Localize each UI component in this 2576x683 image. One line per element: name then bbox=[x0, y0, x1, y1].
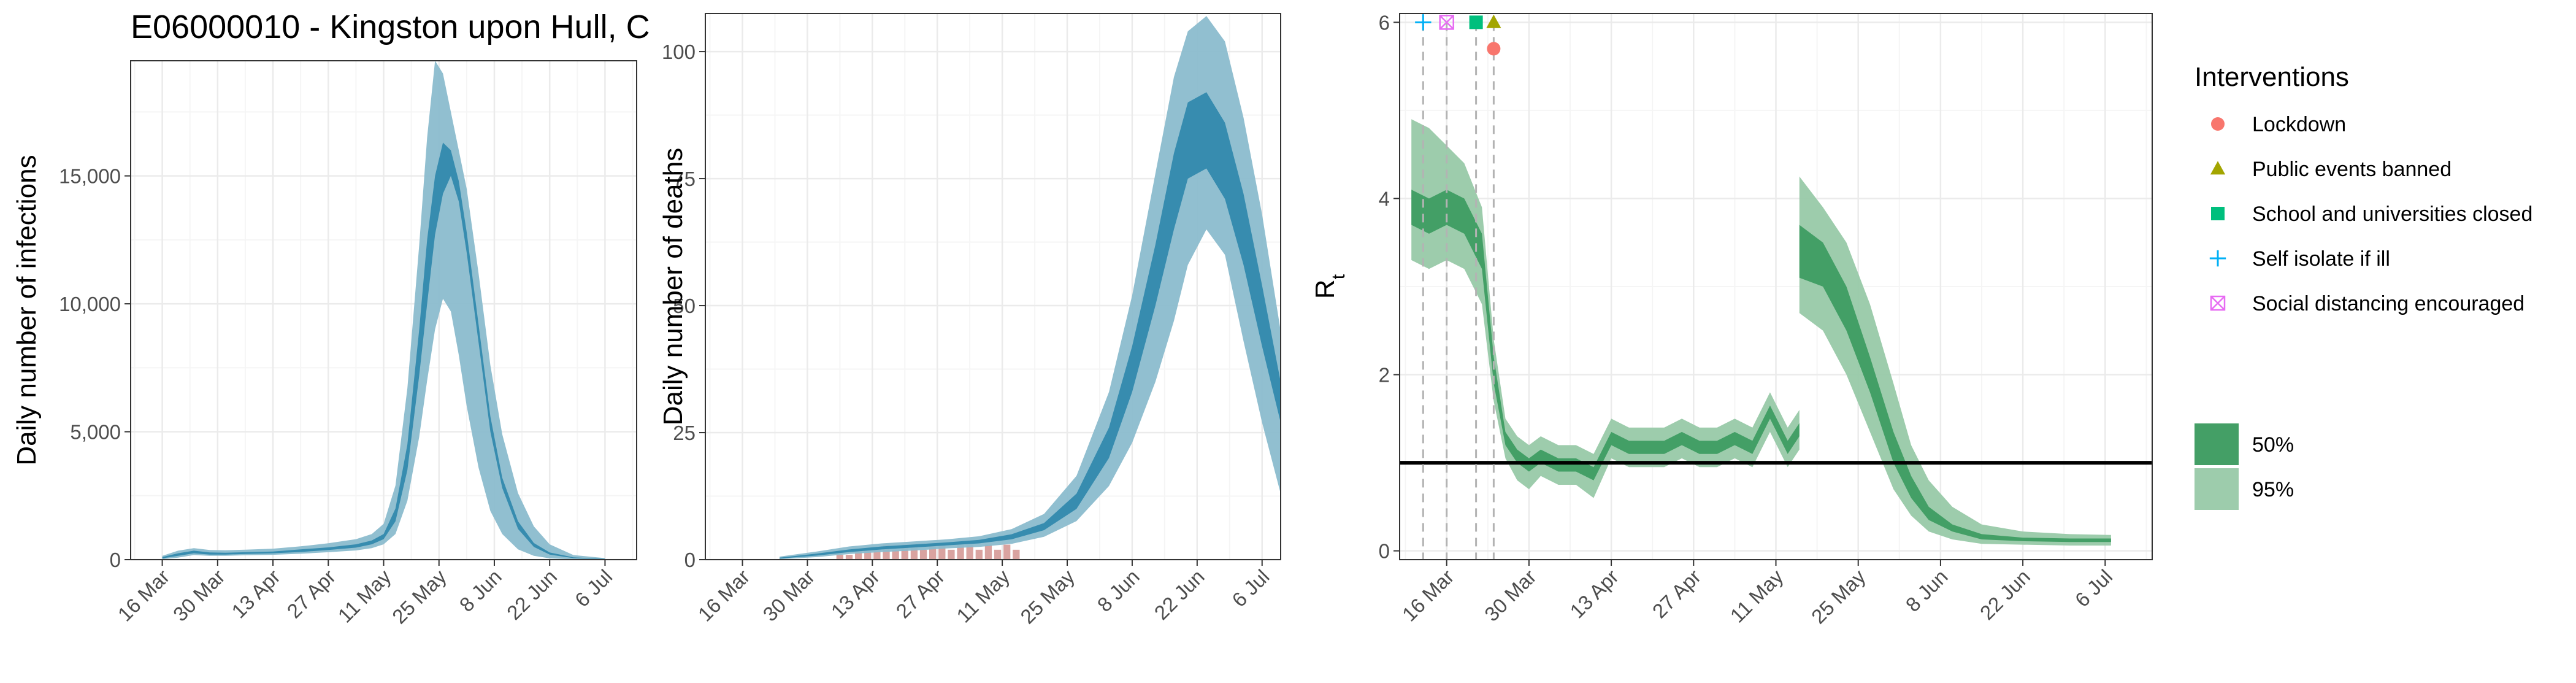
infections-y-ticks: 0 5,000 10,000 15,000 bbox=[59, 165, 131, 571]
death-bar bbox=[1012, 549, 1021, 560]
intervention-marker-triangle bbox=[1486, 14, 1501, 28]
death-bar bbox=[1003, 544, 1011, 560]
x-tick-label: 30 Mar bbox=[169, 565, 229, 626]
x-tick-label: 27 Apr bbox=[892, 565, 949, 623]
infections-bands bbox=[162, 61, 605, 560]
x-tick-label: 13 Apr bbox=[827, 565, 884, 623]
y-tick-label: 25 bbox=[673, 422, 696, 444]
deaths-x-ticks: 16 Mar 30 Mar 13 Apr 27 Apr 11 May 25 May 8 Ju… bbox=[694, 560, 1274, 628]
x-tick-label: 27 Apr bbox=[1648, 565, 1706, 623]
x-tick-label: 25 May bbox=[1016, 565, 1079, 628]
y-tick-label: 50 bbox=[673, 295, 696, 317]
x-tick-label: 25 May bbox=[1807, 565, 1870, 628]
rt-panel: 0 2 4 6 16 Mar 30 Mar 13 Apr 27 Apr 11 May 25 Ma… bbox=[1310, 11, 2153, 628]
x-tick-label: 16 Mar bbox=[694, 565, 754, 626]
x-tick-label: 6 Jul bbox=[570, 565, 616, 611]
band-infections-95pct bbox=[162, 61, 605, 560]
intervention-marker-plus bbox=[1415, 14, 1432, 31]
rt-intervention-lines bbox=[1422, 22, 1495, 560]
legend-interventions-title: Interventions bbox=[2195, 62, 2349, 92]
y-tick-label: 6 bbox=[1379, 11, 1390, 34]
legend-bands: 50% 95% bbox=[2195, 423, 2294, 510]
death-bar bbox=[947, 549, 956, 560]
death-bar bbox=[845, 554, 853, 560]
legend: Interventions Lockdown Public events bann… bbox=[2195, 62, 2532, 510]
y-tick-label: 0 bbox=[684, 549, 696, 571]
infections-y-axis-title: Daily number of infections bbox=[12, 155, 42, 465]
death-bar bbox=[984, 544, 992, 560]
x-tick-label: 25 May bbox=[388, 565, 451, 628]
rt-y-axis-title: Rt bbox=[1310, 274, 1349, 299]
legend-band-label: 95% bbox=[2252, 478, 2294, 501]
deaths-panel: 0 25 50 75 100 16 Mar 30 Mar 13 Apr 27 Apr 11 Ma… bbox=[658, 13, 1281, 628]
x-tick-label: 6 Jul bbox=[2071, 565, 2117, 611]
x-tick-label: 8 Jun bbox=[1901, 565, 1952, 616]
x-tick-label: 8 Jun bbox=[1093, 565, 1144, 616]
deaths-bands bbox=[780, 16, 1281, 560]
deaths-plot-border bbox=[705, 13, 1281, 560]
legend-symbol-boxx bbox=[2210, 295, 2226, 311]
x-tick-label: 13 Apr bbox=[1565, 565, 1623, 623]
legend-band-swatch bbox=[2195, 423, 2239, 465]
legend-intervention-label: Lockdown bbox=[2252, 113, 2346, 136]
x-tick-label: 22 Jun bbox=[502, 565, 561, 624]
deaths-y-ticks: 0 25 50 75 100 bbox=[662, 41, 705, 571]
y-tick-label: 0 bbox=[110, 549, 121, 571]
x-tick-label: 22 Jun bbox=[1976, 565, 2034, 624]
deaths-y-axis-title: Daily number of deaths bbox=[658, 148, 688, 425]
x-tick-label: 11 May bbox=[952, 565, 1014, 627]
infections-grid bbox=[131, 61, 637, 561]
band-deaths-95pct bbox=[780, 16, 1281, 560]
x-tick-label: 11 May bbox=[1725, 565, 1787, 627]
intervention-marker-boxx bbox=[1439, 15, 1454, 30]
x-tick-label: 8 Jun bbox=[455, 565, 506, 616]
legend-intervention-label: School and universities closed bbox=[2252, 203, 2532, 226]
legend-symbol-plus bbox=[2209, 250, 2226, 267]
death-bar bbox=[994, 549, 1002, 560]
y-tick-label: 2 bbox=[1379, 364, 1390, 387]
legend-symbol-triangle bbox=[2210, 161, 2226, 175]
x-tick-label: 13 Apr bbox=[227, 565, 285, 623]
rt-x-ticks: 16 Mar 30 Mar 13 Apr 27 Apr 11 May 25 May 8 Ju… bbox=[1398, 560, 2117, 628]
y-tick-label: 15,000 bbox=[59, 165, 121, 188]
x-tick-label: 30 Mar bbox=[1480, 565, 1541, 626]
x-tick-label: 22 Jun bbox=[1150, 565, 1209, 624]
y-tick-label: 100 bbox=[662, 41, 696, 63]
y-tick-label: 75 bbox=[673, 168, 696, 190]
x-tick-label: 27 Apr bbox=[283, 565, 340, 623]
legend-intervention-label: Public events banned bbox=[2252, 158, 2451, 181]
rt-intervention-markers bbox=[1415, 14, 1501, 56]
y-tick-label: 4 bbox=[1379, 187, 1390, 210]
death-bar bbox=[835, 554, 844, 560]
intervention-marker-square bbox=[1469, 15, 1483, 29]
y-tick-label: 10,000 bbox=[59, 293, 121, 315]
legend-band-swatch bbox=[2195, 468, 2239, 510]
legend-symbol-square bbox=[2211, 207, 2225, 220]
legend-symbol-circle bbox=[2211, 117, 2225, 131]
rt-y-ticks: 0 2 4 6 bbox=[1379, 11, 1400, 563]
y-tick-label: 0 bbox=[1379, 540, 1390, 563]
intervention-marker-circle bbox=[1487, 42, 1501, 56]
figure-title: E06000010 - Kingston upon Hull, C bbox=[131, 9, 650, 45]
x-tick-label: 16 Mar bbox=[113, 565, 174, 626]
rt-y-axis-title-main: R bbox=[1310, 279, 1340, 299]
y-tick-label: 5,000 bbox=[70, 421, 121, 444]
x-tick-label: 16 Mar bbox=[1398, 565, 1459, 626]
x-tick-label: 30 Mar bbox=[759, 565, 819, 626]
legend-interventions: Lockdown Public events banned School and u… bbox=[2209, 113, 2532, 315]
legend-band-label: 50% bbox=[2252, 433, 2294, 457]
x-tick-label: 11 May bbox=[333, 565, 395, 627]
death-bar bbox=[975, 549, 983, 560]
rt-y-axis-title-sub: t bbox=[1328, 274, 1349, 279]
legend-intervention-label: Social distancing encouraged bbox=[2252, 292, 2524, 315]
legend-intervention-label: Self isolate if ill bbox=[2252, 247, 2390, 271]
death-bar bbox=[919, 549, 927, 560]
x-tick-label: 6 Jul bbox=[1227, 565, 1273, 611]
